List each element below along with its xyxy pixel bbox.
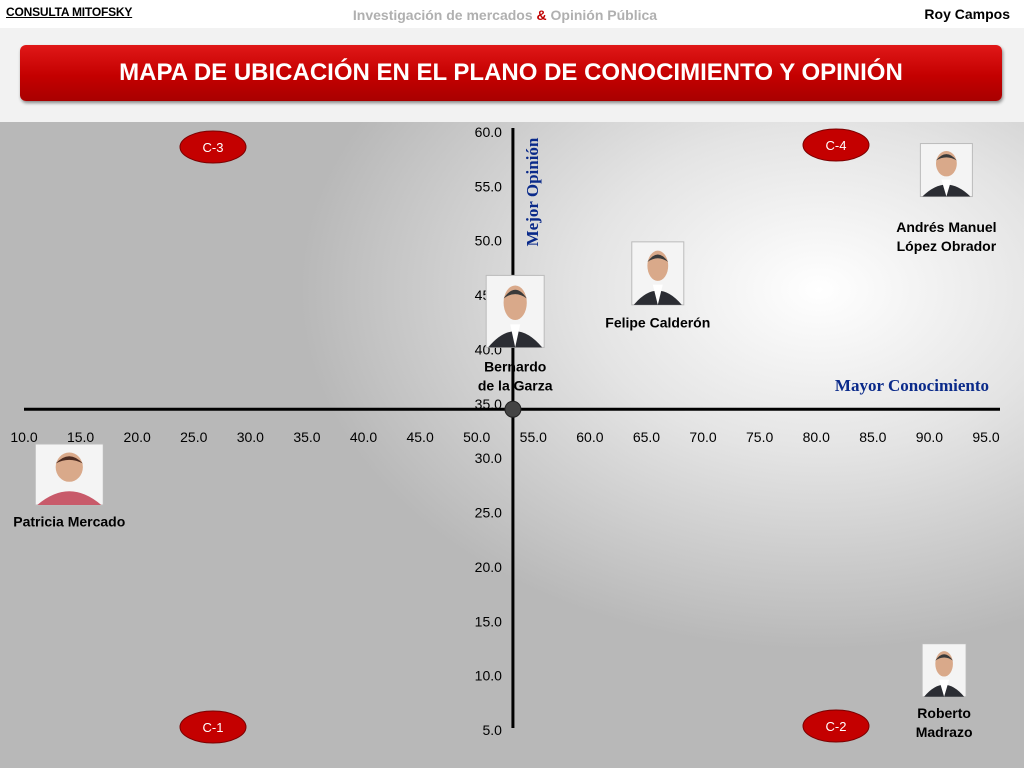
y-axis-label: Mejor Opinión bbox=[523, 137, 542, 246]
portrait-shirt bbox=[939, 679, 950, 697]
candidate-point-andres-manuel-lopez-obrador: Andrés Manuel López Obrador bbox=[896, 143, 997, 254]
quadrant-badge-shape bbox=[802, 128, 870, 162]
y-tick-label: 30.0 bbox=[475, 450, 502, 466]
portrait-hair bbox=[503, 289, 527, 299]
quadrant-badge-shape bbox=[179, 710, 247, 744]
x-tick-label: 95.0 bbox=[972, 429, 999, 445]
candidate-name-label: de la Garza bbox=[478, 377, 553, 393]
quadrant-badge-c-1: C-1 bbox=[179, 710, 247, 744]
x-tick-label: 25.0 bbox=[180, 429, 207, 445]
candidate-name-label: Roberto bbox=[917, 705, 971, 721]
candidate-name-label: Patricia Mercado bbox=[13, 513, 125, 529]
tagline-part1: Investigación de mercados bbox=[352, 7, 533, 23]
quadrant-badge-label: C-2 bbox=[826, 719, 847, 734]
y-tick-label: 50.0 bbox=[475, 233, 502, 249]
x-tick-label: 30.0 bbox=[237, 429, 264, 445]
candidate-point-patricia-mercado: Patricia Mercado bbox=[13, 443, 125, 529]
title-banner: MAPA DE UBICACIÓN EN EL PLANO DE CONOCIM… bbox=[20, 45, 1002, 101]
brand-name: CONSULTA MITOFSKY bbox=[6, 5, 133, 19]
candidate-point-roberto-madrazo: Roberto Madrazo bbox=[916, 643, 973, 740]
x-tick-label: 70.0 bbox=[689, 429, 716, 445]
y-tick-label: 60.0 bbox=[475, 124, 502, 140]
candidate-name-label: Felipe Calderón bbox=[605, 314, 710, 330]
candidate-name-label: López Obrador bbox=[897, 238, 997, 254]
y-tick-label: 15.0 bbox=[475, 613, 502, 629]
x-tick-label: 75.0 bbox=[746, 429, 773, 445]
x-tick-label: 80.0 bbox=[803, 429, 830, 445]
portrait-body bbox=[37, 491, 102, 505]
x-tick-label: 60.0 bbox=[576, 429, 603, 445]
quadrant-badge-shape bbox=[179, 130, 247, 164]
quadrant-badge-shape bbox=[802, 709, 870, 743]
x-tick-label: 35.0 bbox=[293, 429, 320, 445]
tagline-ampersand: & bbox=[536, 7, 547, 23]
y-tick-label: 25.0 bbox=[475, 505, 502, 521]
y-tick-label: 35.0 bbox=[475, 396, 502, 412]
y-tick-label: 20.0 bbox=[475, 559, 502, 575]
quadrant-badge-c-3: C-3 bbox=[179, 130, 247, 164]
x-tick-label: 90.0 bbox=[916, 429, 943, 445]
quadrant-badge-label: C-3 bbox=[203, 140, 224, 155]
x-axis-label: Mayor Conocimiento bbox=[835, 376, 989, 395]
x-tick-label: 55.0 bbox=[520, 429, 547, 445]
portrait-hair bbox=[55, 456, 83, 464]
portrait-shirt bbox=[941, 179, 952, 197]
page-title: MAPA DE UBICACIÓN EN EL PLANO DE CONOCIM… bbox=[119, 59, 903, 86]
portrait-shirt bbox=[510, 324, 521, 348]
top-bar: CONSULTA MITOFSKY Investigación de merca… bbox=[0, 0, 1024, 28]
y-tick-label: 10.0 bbox=[475, 668, 502, 684]
x-tick-label: 65.0 bbox=[633, 429, 660, 445]
x-tick-label: 15.0 bbox=[67, 429, 94, 445]
portrait-hair bbox=[935, 154, 957, 161]
tagline-part2: Opinión Pública bbox=[550, 7, 658, 23]
candidate-point-bernardo-de-la-garza: Bernardo de la Garza bbox=[478, 274, 553, 393]
candidate-name-label: Andrés Manuel bbox=[896, 219, 996, 235]
portrait-hair bbox=[935, 654, 953, 661]
x-tick-label: 50.0 bbox=[463, 429, 490, 445]
candidate-name-label: Bernardo bbox=[484, 358, 546, 374]
x-tick-label: 85.0 bbox=[859, 429, 886, 445]
x-tick-label: 45.0 bbox=[406, 429, 433, 445]
x-tick-label: 10.0 bbox=[10, 429, 37, 445]
quadrant-badge-label: C-4 bbox=[826, 138, 847, 153]
quadrant-badge-label: C-1 bbox=[203, 720, 224, 735]
tagline: Investigación de mercados & Opinión Públ… bbox=[0, 7, 1010, 23]
quadrant-badge-c-2: C-2 bbox=[802, 709, 870, 743]
quadrant-badge-c-4: C-4 bbox=[802, 128, 870, 162]
portrait-hair bbox=[647, 254, 669, 263]
y-tick-label: 55.0 bbox=[475, 178, 502, 194]
origin-marker bbox=[504, 400, 522, 418]
y-tick-label: 5.0 bbox=[482, 722, 502, 738]
portrait-shirt bbox=[652, 284, 663, 305]
candidate-name-label: Madrazo bbox=[916, 724, 973, 740]
author-name: Roy Campos bbox=[924, 6, 1010, 22]
x-tick-label: 40.0 bbox=[350, 429, 377, 445]
x-tick-label: 20.0 bbox=[124, 429, 151, 445]
candidate-point-felipe-calderon: Felipe Calderón bbox=[605, 241, 710, 330]
